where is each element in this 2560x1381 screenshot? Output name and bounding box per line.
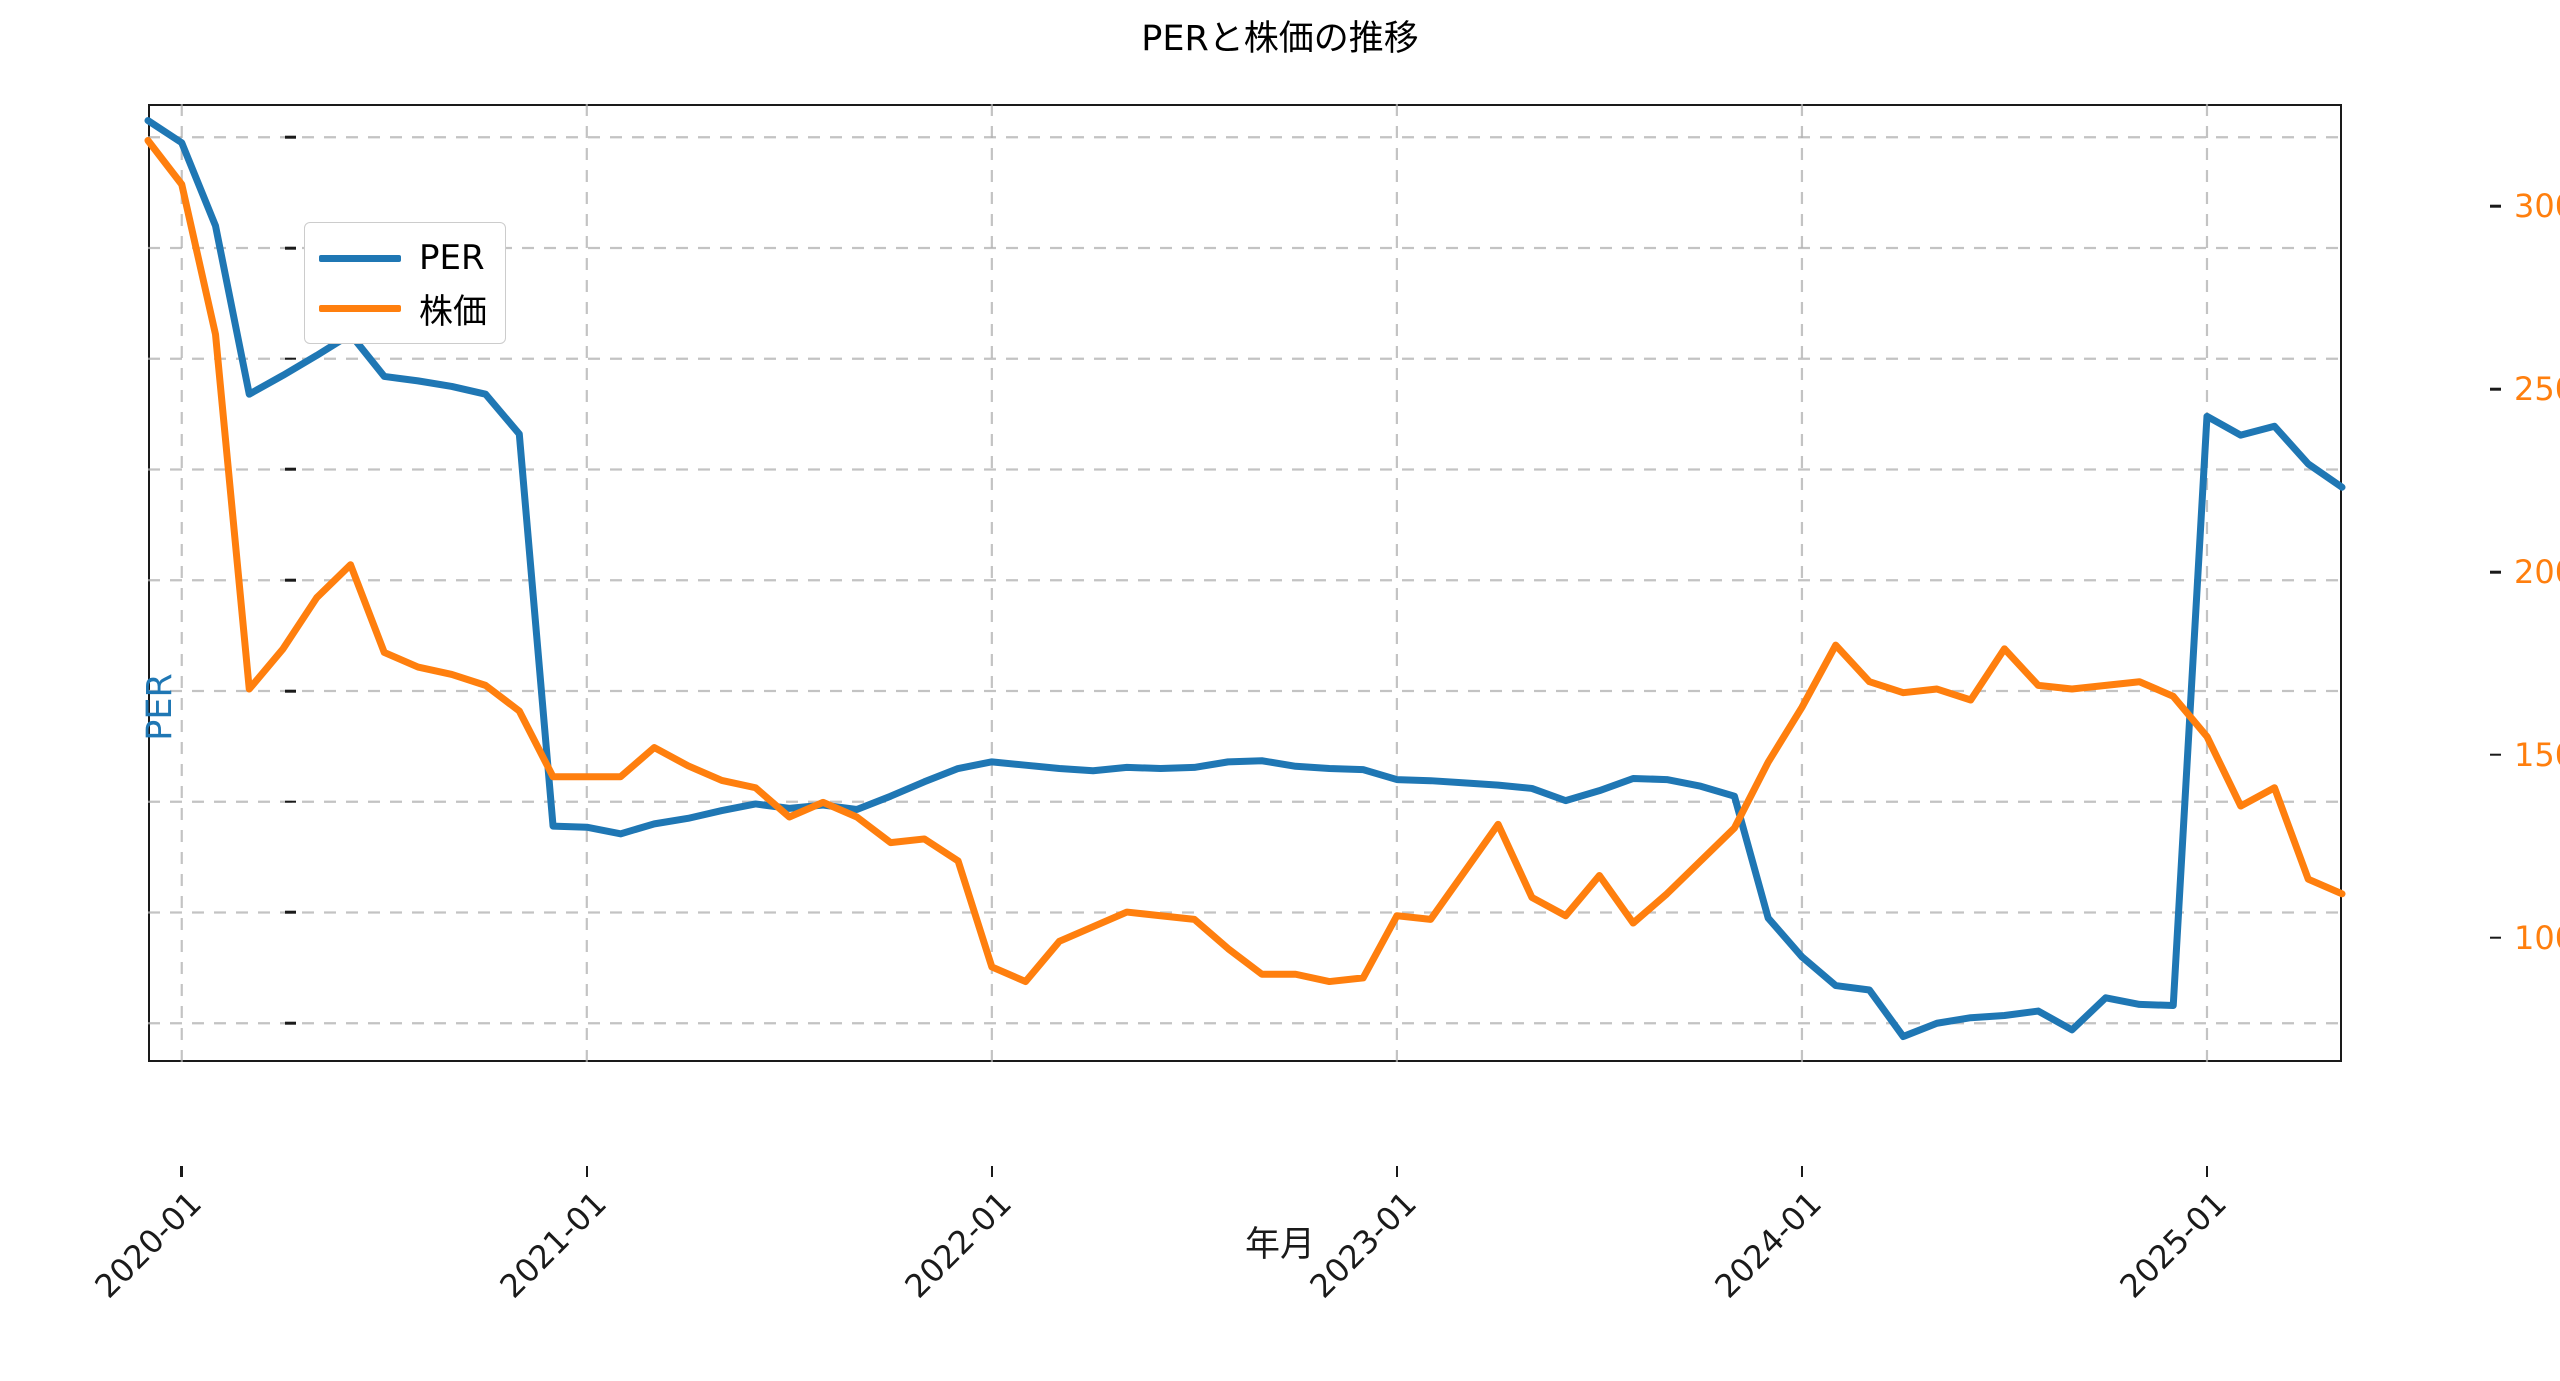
x-axis-tickmark — [1395, 1166, 1399, 1177]
x-axis-tick: 2023-01 — [1302, 1184, 1424, 1306]
x-axis-tickmark — [990, 1166, 994, 1177]
y-axis-right-tickmark — [2490, 936, 2501, 939]
x-axis-tickmark — [180, 1166, 184, 1177]
x-axis-tick: 2021-01 — [492, 1184, 614, 1306]
y-axis-right-tick: 2000 — [2514, 553, 2560, 592]
y-axis-right-tickmark — [2490, 753, 2501, 757]
x-axis-tick: 2024-01 — [1707, 1184, 1829, 1306]
plot-frame — [148, 104, 2342, 1062]
legend-item-per: PER — [319, 233, 487, 283]
legend: PER 株価 — [304, 222, 506, 344]
y-axis-left-tickmark — [285, 689, 296, 693]
y-axis-left-tickmark — [285, 468, 296, 471]
chart-figure: PERと株価の推移 PER 株価（円） PER 株価 50403020100−1… — [87, 19, 2560, 1306]
x-axis-tick: 2020-01 — [87, 1184, 209, 1306]
y-axis-right-tick: 1000 — [2514, 918, 2560, 957]
x-axis-tick: 2025-01 — [2112, 1184, 2234, 1306]
y-axis-right-tickmark — [2490, 387, 2501, 391]
y-axis-left-tickmark — [285, 1021, 296, 1025]
y-axis-left-tickmark — [285, 246, 296, 250]
series-line-per — [144, 117, 2346, 1041]
y-axis-left-tickmark — [285, 578, 296, 582]
legend-swatch-price — [319, 304, 401, 312]
y-axis-right-tickmark — [2490, 570, 2501, 574]
x-axis-tickmark — [1800, 1166, 1804, 1177]
y-axis-right-tick: 3000 — [2514, 187, 2560, 226]
x-axis-tickmark — [2205, 1166, 2209, 1177]
page-title: PERと株価の推移 — [1141, 19, 1419, 59]
series-lines — [144, 117, 2346, 1041]
y-axis-right-tickmark — [2490, 205, 2501, 208]
legend-item-price: 株価 — [319, 283, 487, 333]
x-axis-label: 年月 — [1244, 1225, 1315, 1265]
y-axis-left-tickmark — [285, 911, 296, 914]
y-axis-left-label: PER — [139, 673, 180, 741]
series-line-price — [144, 137, 2346, 986]
y-axis-left-tickmark — [285, 135, 296, 139]
x-axis-tick: 2022-01 — [897, 1184, 1019, 1306]
y-axis-left-tickmark — [285, 800, 296, 804]
legend-label-per: PER — [419, 238, 485, 278]
y-axis-right-tick: 2500 — [2514, 370, 2560, 409]
y-axis-left-tickmark — [285, 357, 296, 361]
legend-label-price: 株価 — [419, 291, 487, 332]
y-axis-right-tick: 1500 — [2514, 735, 2560, 774]
legend-swatch-per — [319, 254, 401, 262]
x-axis-tickmark — [585, 1166, 589, 1177]
plot-area: PER 株価（円） PER 株価 50403020100−10−20−30300… — [87, 104, 2560, 1305]
